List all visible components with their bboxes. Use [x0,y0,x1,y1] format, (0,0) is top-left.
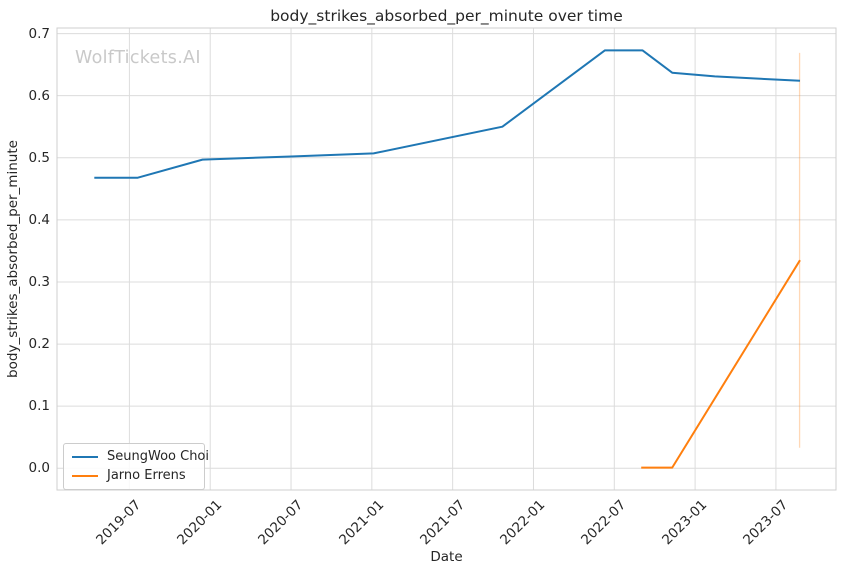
plot-background [57,28,836,490]
legend-line-swatch [72,474,98,477]
chart-title: body_strikes_absorbed_per_minute over ti… [270,7,623,25]
y-tick-label: 0.0 [28,460,50,477]
series-line-jarno-errens [641,259,801,469]
y-tick-label: 0.6 [28,87,50,104]
legend-label: SeungWoo Choi [107,449,209,464]
series-line-seungwoo-choi [94,49,801,179]
legend: SeungWoo Choi Jarno Errens [63,443,209,490]
y-tick-label: 0.5 [28,149,50,166]
y-tick-label: 0.3 [28,273,50,290]
y-tick-label: 0.2 [28,336,50,353]
legend-line-swatch [72,455,98,458]
y-tick-label: 0.7 [28,25,50,42]
y-tick-label: 0.1 [28,398,50,415]
legend-label: Jarno Errens [107,468,186,483]
legend-item: Jarno Errens [70,466,198,485]
y-tick-label: 0.4 [28,211,50,228]
x-axis-label: Date [430,549,463,565]
legend-item: SeungWoo Choi [70,447,209,466]
watermark: WolfTickets.AI [75,48,201,68]
plot-border [56,27,837,491]
